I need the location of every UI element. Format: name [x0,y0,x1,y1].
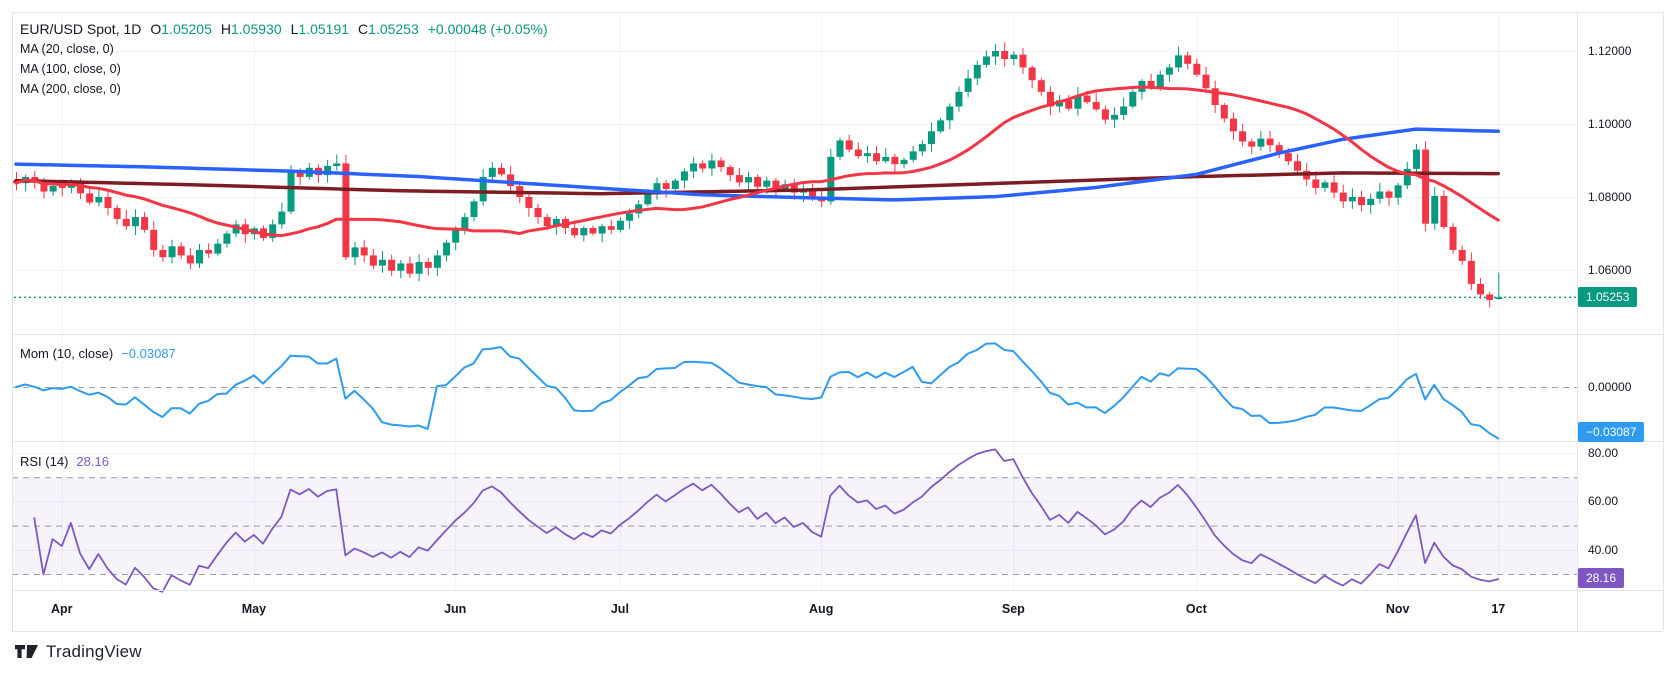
rsi-label: RSI (14) [20,454,69,469]
symbol-row[interactable]: EUR/USD Spot, 1D O1.05205 H1.05930 L1.05… [20,19,548,39]
momentum-legend-row[interactable]: Mom (10, close) −0.03087 [20,346,176,361]
momentum-badge: −0.03087 [1578,422,1645,442]
time-axis-label: Jul [610,602,629,616]
low-value: L1.05191 [290,21,350,37]
ma100-legend-row[interactable]: MA (100, close, 0) [20,62,121,76]
momentum-label: Mom (10, close) [20,346,114,361]
rsi-tick-label: 80.00 [1588,446,1619,460]
rsi-tick-label: 60.00 [1588,494,1619,509]
tradingview-wordmark: TradingView [46,641,142,661]
tradingview-logo[interactable]: TradingView [14,641,142,662]
ma20-legend-row[interactable]: MA (20, close, 0) [20,42,114,56]
price-tick-label: 1.12000 [1588,44,1632,58]
tradingview-mark-icon [15,645,38,658]
symbol-title: EUR/USD Spot, 1D [20,21,142,37]
price-tick-label: 1.06000 [1588,263,1632,277]
time-axis-label: Apr [50,602,73,616]
time-axis-label: 17 [1491,602,1506,616]
time-axis-label: Oct [1185,602,1207,616]
price-tick-label: 1.10000 [1588,117,1632,131]
legend: EUR/USD Spot, 1D O1.05205 H1.05930 L1.05… [20,19,548,99]
time-axis-label: Jun [444,602,467,616]
time-axis-label: Nov [1385,602,1410,616]
rsi-badge: 28.16 [1578,568,1625,588]
rsi-legend-row[interactable]: RSI (14) 28.16 [20,454,109,469]
last-price-badge: 1.05253 [1578,287,1638,307]
open-value: O1.05205 [150,21,212,37]
momentum-zero-tick: 0.00000 [1588,380,1632,394]
high-value: H1.05930 [220,21,282,37]
change-value: +0.00048 (+0.05%) [427,21,548,37]
ma200-legend-row[interactable]: MA (200, close, 0) [20,82,121,96]
time-axis-label: Sep [1001,602,1025,616]
price-tick-label: 1.08000 [1588,190,1632,204]
rsi-tick-label: 40.00 [1588,542,1619,557]
rsi-value: 28.16 [76,454,109,469]
time-axis-label: May [241,602,267,616]
time-axis-label: Aug [809,602,834,616]
close-value: C1.05253 [358,21,419,37]
momentum-value: −0.03087 [121,346,176,361]
